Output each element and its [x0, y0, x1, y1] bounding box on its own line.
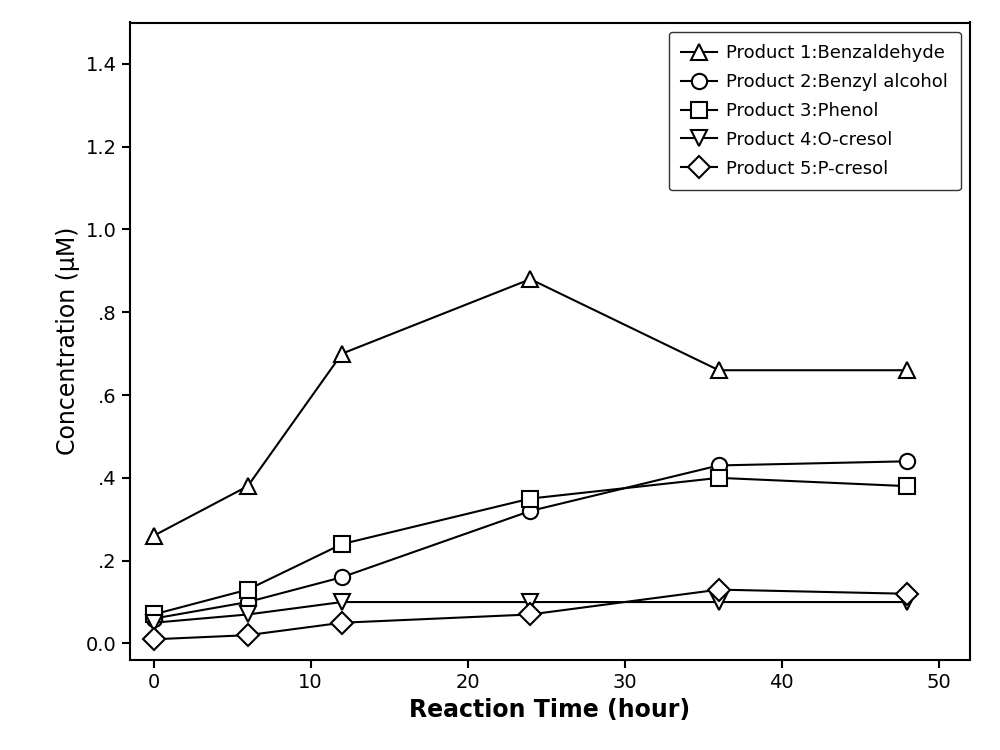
Product 5:P-cresol — [713, 585, 725, 594]
Line: Product 2:Benzyl alcohol: Product 2:Benzyl alcohol — [146, 454, 915, 626]
Product 2:Benzyl alcohol — [242, 598, 254, 607]
Product 2:Benzyl alcohol — [524, 506, 536, 515]
Product 5:P-cresol — [242, 631, 254, 640]
Product 1:Benzaldehyde — [524, 274, 536, 284]
Product 3:Phenol — [148, 610, 160, 619]
Product 4:O-cresol — [524, 598, 536, 607]
Product 1:Benzaldehyde — [901, 366, 913, 375]
Product 5:P-cresol — [336, 618, 348, 627]
Product 1:Benzaldehyde — [148, 531, 160, 540]
Product 2:Benzyl alcohol — [336, 573, 348, 582]
Product 1:Benzaldehyde — [336, 350, 348, 358]
Product 4:O-cresol — [336, 598, 348, 607]
Line: Product 3:Phenol: Product 3:Phenol — [146, 470, 915, 622]
Product 2:Benzyl alcohol — [148, 614, 160, 623]
X-axis label: Reaction Time (hour): Reaction Time (hour) — [409, 698, 691, 721]
Product 5:P-cresol — [524, 610, 536, 619]
Product 3:Phenol — [524, 494, 536, 503]
Product 2:Benzyl alcohol — [713, 461, 725, 470]
Y-axis label: Concentration (μM): Concentration (μM) — [56, 227, 80, 455]
Product 3:Phenol — [242, 585, 254, 594]
Product 3:Phenol — [901, 482, 913, 490]
Product 5:P-cresol — [148, 634, 160, 644]
Line: Product 5:P-cresol: Product 5:P-cresol — [146, 582, 915, 647]
Product 3:Phenol — [336, 539, 348, 548]
Product 2:Benzyl alcohol — [901, 457, 913, 466]
Product 1:Benzaldehyde — [713, 366, 725, 375]
Line: Product 4:O-cresol: Product 4:O-cresol — [146, 595, 915, 631]
Product 5:P-cresol — [901, 590, 913, 598]
Product 1:Benzaldehyde — [242, 482, 254, 490]
Product 4:O-cresol — [901, 598, 913, 607]
Product 4:O-cresol — [242, 610, 254, 619]
Product 3:Phenol — [713, 473, 725, 482]
Legend: Product 1:Benzaldehyde, Product 2:Benzyl alcohol, Product 3:Phenol, Product 4:O-: Product 1:Benzaldehyde, Product 2:Benzyl… — [669, 32, 961, 190]
Product 4:O-cresol — [713, 598, 725, 607]
Line: Product 1:Benzaldehyde: Product 1:Benzaldehyde — [146, 272, 915, 544]
Product 4:O-cresol — [148, 618, 160, 627]
